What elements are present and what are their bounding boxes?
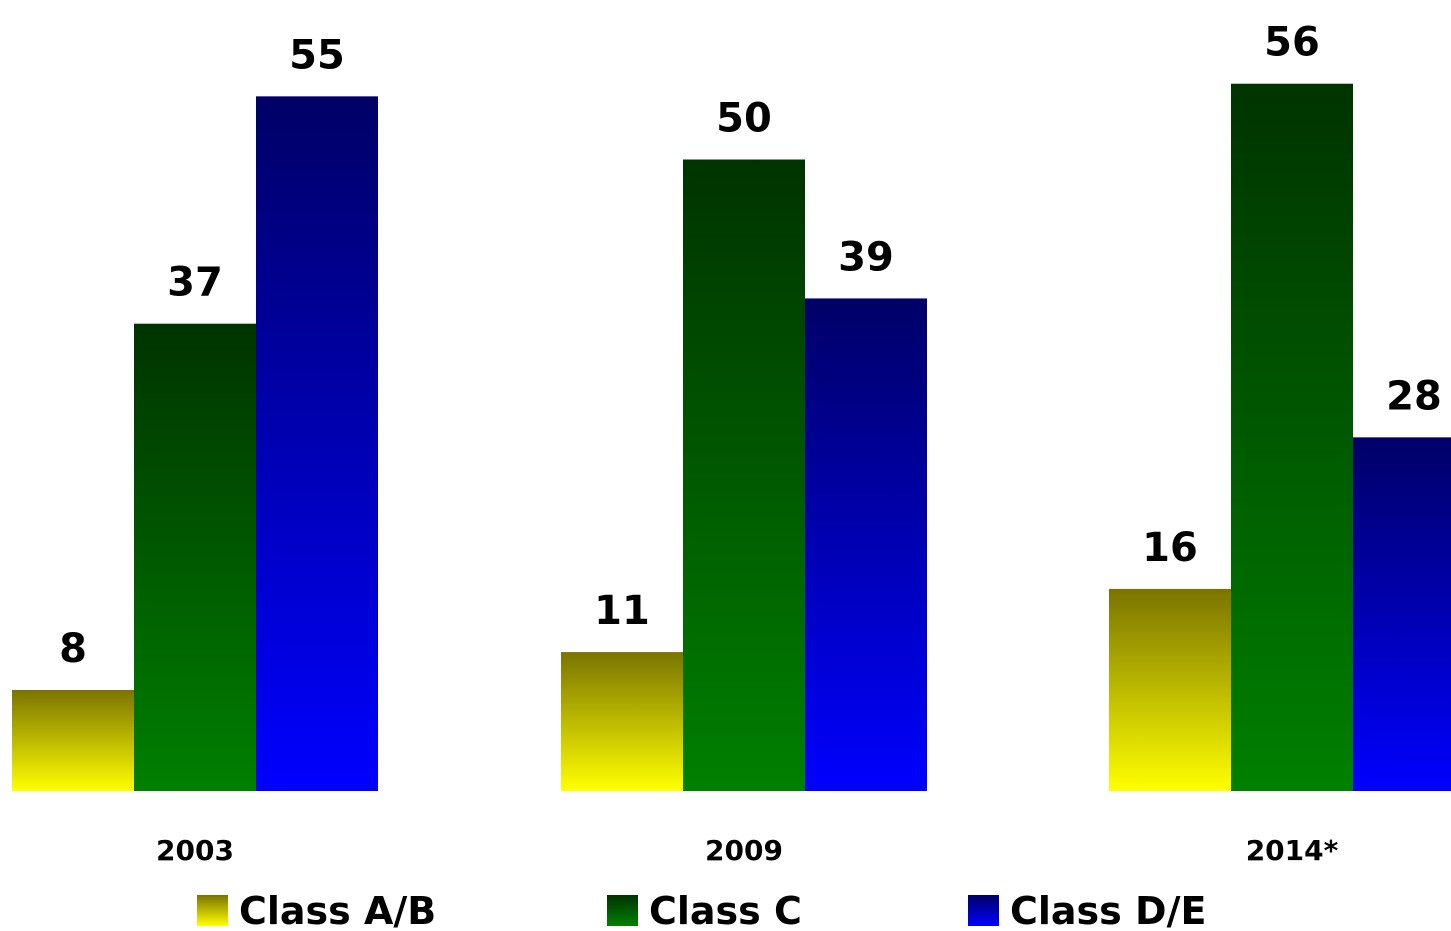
value-label-class-d-e-2009: 39 <box>838 234 894 280</box>
legend-label-class-c: Class C <box>649 889 802 931</box>
legend-swatch-class-c <box>607 895 638 926</box>
bar-class-c-2003 <box>134 323 256 791</box>
category-label-2009: 2009 <box>705 834 783 867</box>
value-label-class-c-2014: 56 <box>1264 20 1320 66</box>
value-label-class-d-e-2014: 28 <box>1386 373 1442 419</box>
bar-class-a-b-2014 <box>1109 588 1231 791</box>
legend: Class A/B Class C Class D/E <box>197 889 1206 931</box>
legend-swatch-class-a-b <box>197 895 228 926</box>
category-label-2014: 2014* <box>1246 834 1339 867</box>
bar-class-a-b-2003 <box>12 689 134 791</box>
value-label-class-c-2003: 37 <box>167 260 223 306</box>
value-label-class-a-b-2003: 8 <box>59 626 87 672</box>
legend-swatch-class-d-e <box>968 895 999 926</box>
legend-label-class-d-e: Class D/E <box>1010 889 1206 931</box>
value-label-class-a-b-2014: 16 <box>1142 525 1198 571</box>
value-label-class-c-2009: 50 <box>716 96 772 142</box>
bar-class-a-b-2009 <box>561 652 683 791</box>
bar-class-c-2014 <box>1231 83 1353 792</box>
bars-group <box>12 83 1451 792</box>
bar-class-d-e-2009 <box>805 298 927 791</box>
bar-class-d-e-2003 <box>256 96 378 792</box>
bar-class-d-e-2014 <box>1353 437 1451 791</box>
legend-label-class-a-b: Class A/B <box>239 889 436 931</box>
value-labels-group: 8 37 55 11 50 39 16 56 28 <box>59 20 1442 672</box>
category-labels-group: 2003 2009 2014* <box>156 834 1339 867</box>
bar-class-c-2009 <box>683 159 805 791</box>
value-label-class-a-b-2009: 11 <box>594 588 650 634</box>
value-label-class-d-e-2003: 55 <box>289 32 345 78</box>
category-label-2003: 2003 <box>156 834 234 867</box>
